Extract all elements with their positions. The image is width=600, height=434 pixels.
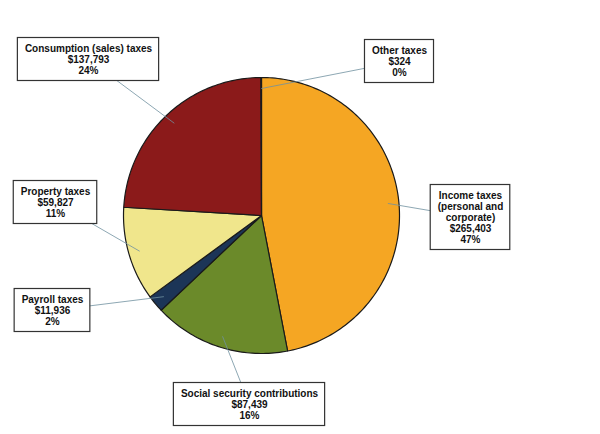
svg-text:Other taxes$3240%: Other taxes$3240%: [372, 45, 427, 78]
svg-text:Social security contributions$: Social security contributions$87,43916%: [181, 388, 319, 421]
svg-text:Property taxes$59,82711%: Property taxes$59,82711%: [21, 186, 91, 219]
svg-text:Income taxes(personal andcorpo: Income taxes(personal andcorporate)$265,…: [438, 190, 504, 245]
svg-text:Payroll taxes$11,9362%: Payroll taxes$11,9362%: [22, 294, 84, 327]
svg-text:Consumption (sales) taxes$137,: Consumption (sales) taxes$137,79324%: [25, 43, 153, 76]
